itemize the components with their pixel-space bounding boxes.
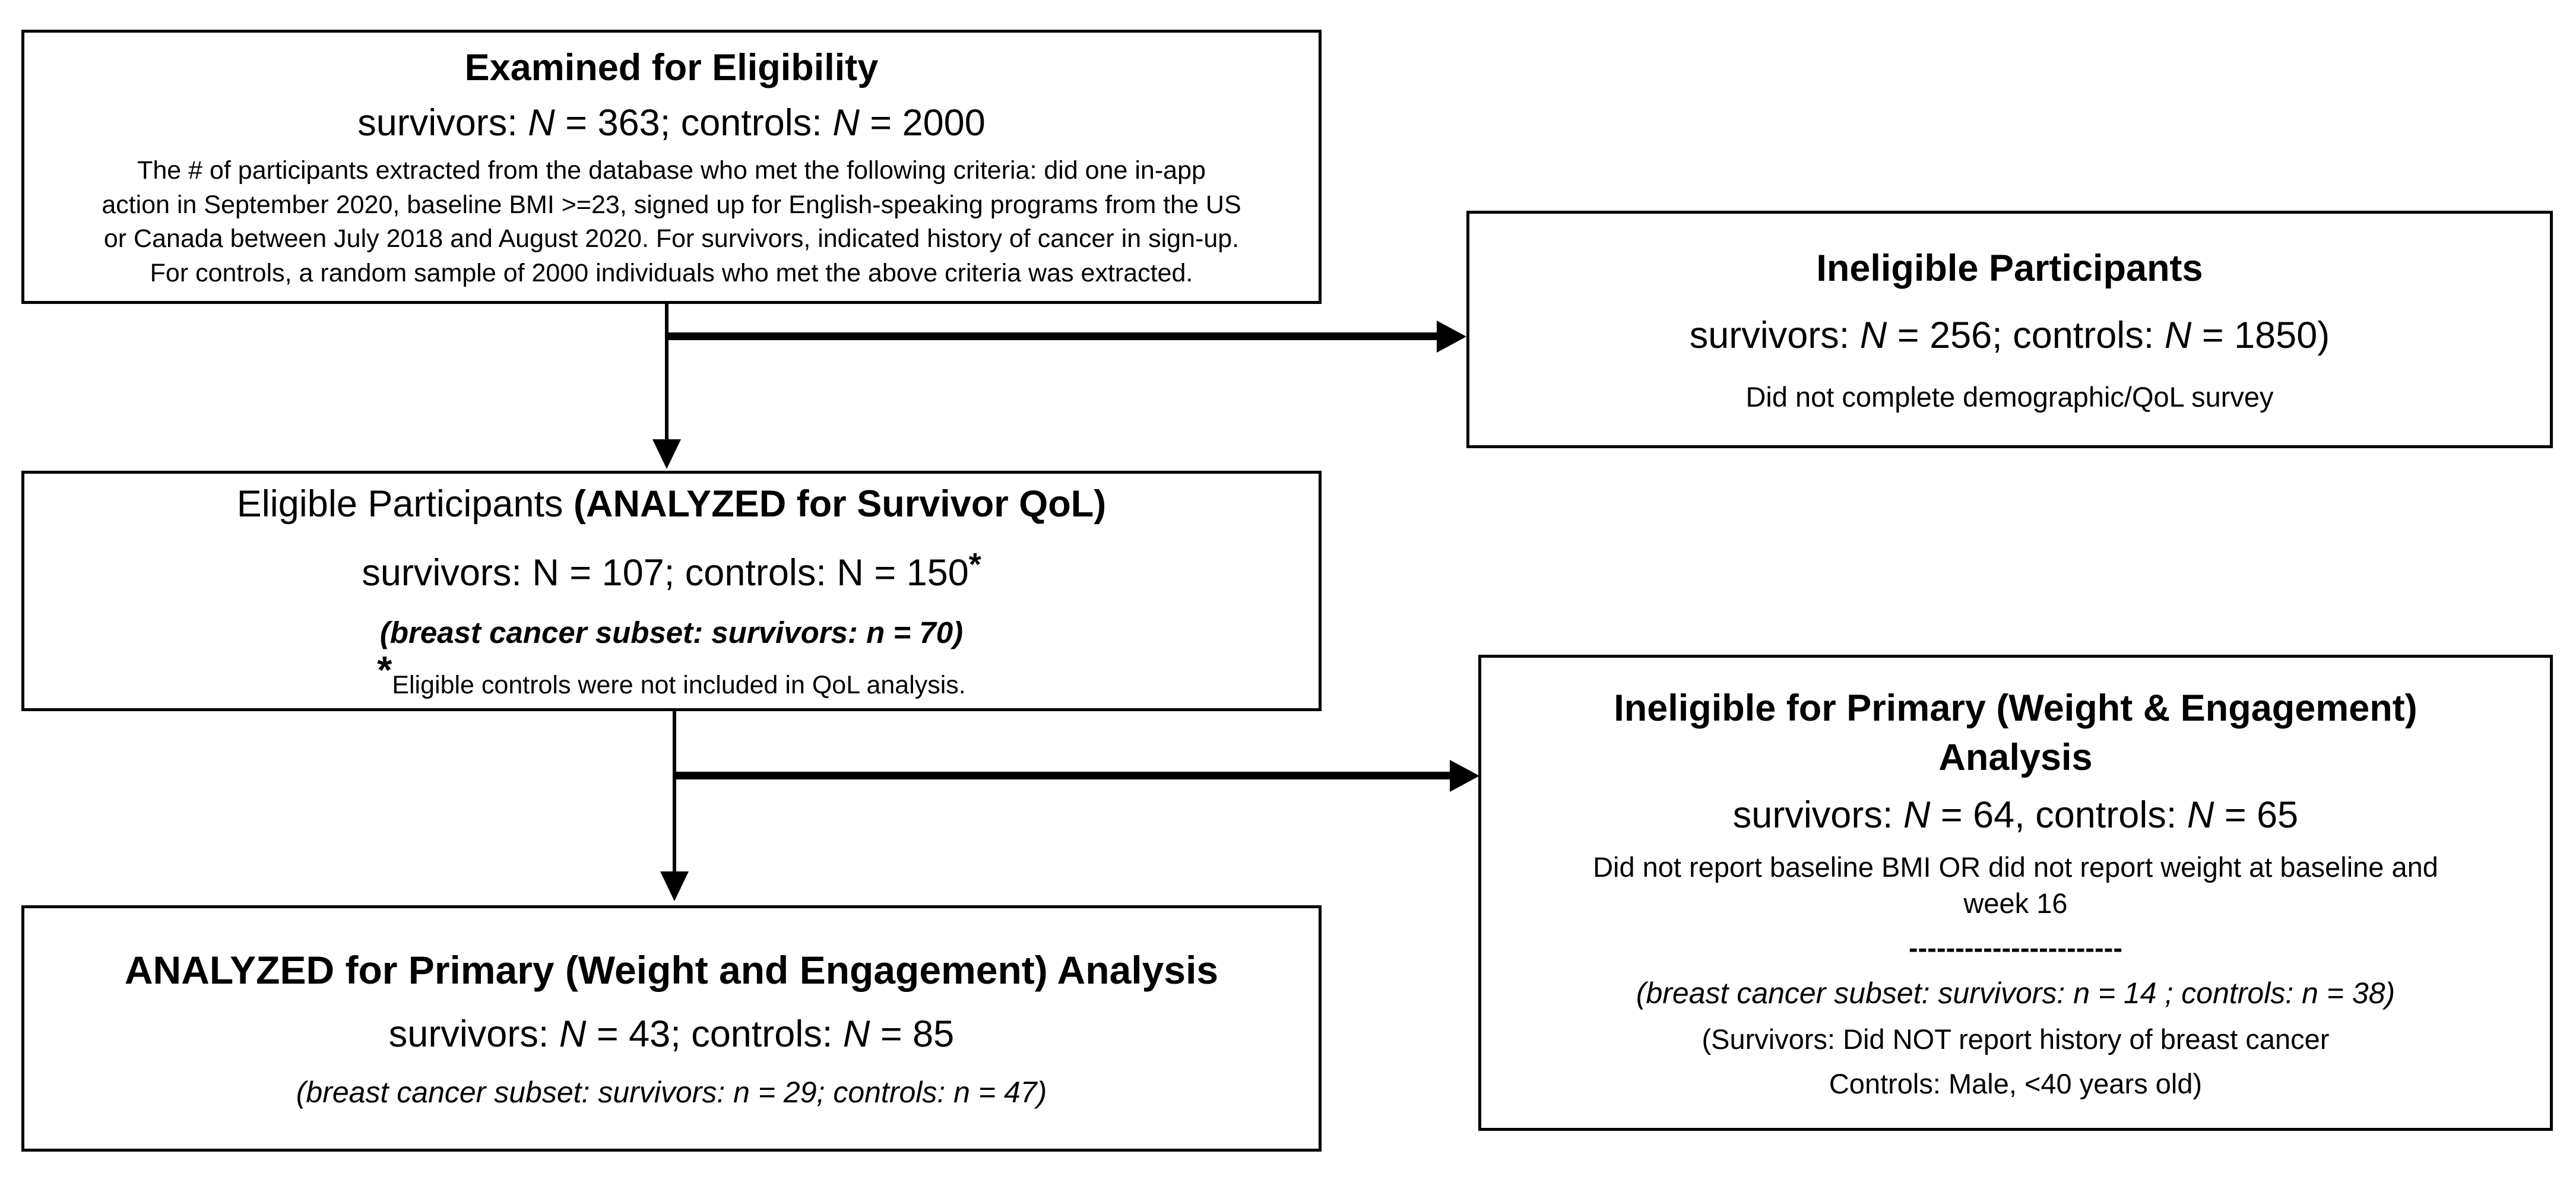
box-ineligible-participants: Ineligible Participants survivors: N = 2… bbox=[1466, 211, 2553, 448]
description-line: The # of participants extracted from the… bbox=[137, 156, 1206, 185]
counts-text: survivors: N = 107; controls: N = 150 bbox=[362, 552, 969, 594]
box-title: Eligible Participants (ANALYZED for Surv… bbox=[237, 480, 1107, 529]
counts-text: = 1850) bbox=[2191, 315, 2330, 357]
note-line: (Survivors: Did NOT report history of br… bbox=[1702, 1023, 2330, 1055]
arrowhead-right-icon bbox=[1450, 760, 1479, 792]
reason-line: Did not report baseline BMI OR did not r… bbox=[1593, 851, 2438, 883]
n-symbol: N bbox=[2164, 315, 2192, 357]
connector-line-down-1 bbox=[665, 304, 668, 442]
counts-text: survivors: bbox=[1689, 315, 1860, 357]
criteria-description: The # of participants extracted from the… bbox=[102, 154, 1241, 290]
title-regular-text: Eligible Participants bbox=[236, 483, 574, 525]
n-symbol: N bbox=[832, 102, 860, 144]
description-line: action in September 2020, baseline BMI >… bbox=[102, 190, 1241, 219]
counts-line: survivors: N = 64, controls: N = 65 bbox=[1733, 791, 2298, 840]
reason-line: week 16 bbox=[1963, 887, 2068, 919]
box-title: ANALYZED for Primary (Weight and Engagem… bbox=[124, 947, 1219, 992]
box-eligible-participants: Eligible Participants (ANALYZED for Surv… bbox=[21, 471, 1322, 711]
counts-text: = 256; controls: bbox=[1887, 315, 2165, 357]
subset-line: (breast cancer subset: survivors: n = 29… bbox=[296, 1076, 1047, 1109]
counts-text: survivors: bbox=[1732, 794, 1903, 836]
n-symbol: N bbox=[1903, 794, 1931, 836]
counts-text: survivors: bbox=[388, 1013, 559, 1055]
counts-text: = 2000 bbox=[859, 102, 986, 144]
counts-text: = 65 bbox=[2214, 794, 2299, 836]
counts-line: survivors: N = 256; controls: N = 1850) bbox=[1690, 311, 2330, 360]
subset-line: (breast cancer subset: survivors: n = 14… bbox=[1636, 976, 2396, 1010]
counts-text: = 363; controls: bbox=[555, 102, 833, 144]
box-analyzed-primary-analysis: ANALYZED for Primary (Weight and Engagem… bbox=[21, 905, 1322, 1152]
counts-text: survivors: bbox=[357, 102, 528, 144]
n-symbol: N bbox=[842, 1013, 870, 1055]
connector-line-right-2 bbox=[674, 772, 1450, 779]
asterisk-marker: * bbox=[377, 648, 392, 692]
counts-text: = 43; controls: bbox=[586, 1013, 843, 1055]
n-symbol: N bbox=[528, 102, 555, 144]
dashed-divider: ----------------------- bbox=[1909, 931, 2122, 963]
footnote-text: Eligible controls were not included in Q… bbox=[392, 670, 966, 699]
connector-line-down-2 bbox=[673, 711, 676, 874]
connector-line-right-1 bbox=[667, 332, 1437, 340]
title-bold-text: (ANALYZED for Survivor QoL) bbox=[573, 483, 1107, 525]
box-examined-for-eligibility: Examined for Eligibility survivors: N = … bbox=[21, 30, 1322, 304]
n-symbol: N bbox=[559, 1013, 587, 1055]
counts-line: survivors: N = 363; controls: N = 2000 bbox=[357, 99, 986, 148]
box-ineligible-primary-analysis: Ineligible for Primary (Weight & Engagem… bbox=[1478, 655, 2553, 1131]
description-line: For controls, a random sample of 2000 in… bbox=[150, 258, 1193, 287]
n-symbol: N bbox=[1859, 315, 1887, 357]
arrowhead-right-icon bbox=[1437, 321, 1466, 353]
counts-text: = 64, controls: bbox=[1930, 794, 2187, 836]
asterisk-marker: * bbox=[968, 547, 981, 582]
counts-text: = 85 bbox=[870, 1013, 955, 1055]
reason-text: Did not report baseline BMI OR did not r… bbox=[1593, 849, 2438, 921]
title-line: Ineligible for Primary (Weight & Engagem… bbox=[1614, 687, 2417, 730]
n-symbol: N bbox=[2187, 794, 2214, 836]
subset-line: (breast cancer subset: survivors: n = 70… bbox=[379, 616, 964, 650]
counts-line: survivors: N = 43; controls: N = 85 bbox=[389, 1010, 954, 1059]
box-title: Ineligible for Primary (Weight & Engagem… bbox=[1614, 684, 2417, 782]
arrowhead-down-icon bbox=[660, 871, 689, 901]
counts-line: survivors: N = 107; controls: N = 150* bbox=[362, 544, 981, 598]
title-line: Analysis bbox=[1938, 737, 2093, 779]
footnote-line: *Eligible controls were not included in … bbox=[377, 651, 966, 703]
box-title: Examined for Eligibility bbox=[464, 46, 879, 88]
arrowhead-down-icon bbox=[652, 439, 681, 469]
note-line: Controls: Male, <40 years old) bbox=[1829, 1067, 2203, 1099]
reason-text: Did not complete demographic/QoL survey bbox=[1745, 381, 2274, 413]
description-line: or Canada between July 2018 and August 2… bbox=[103, 224, 1240, 253]
box-title: Ineligible Participants bbox=[1816, 248, 2203, 290]
